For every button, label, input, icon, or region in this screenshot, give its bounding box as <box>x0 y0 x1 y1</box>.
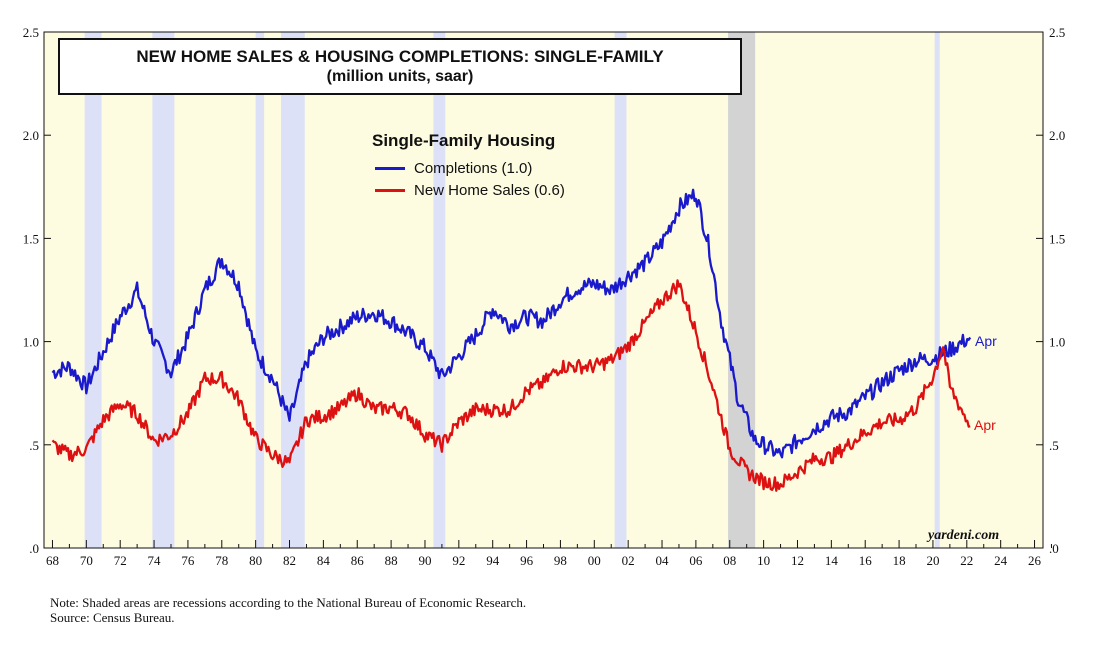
x-tick-label: 78 <box>215 553 228 568</box>
y-tick-label-left: 2.0 <box>23 128 39 143</box>
x-tick-label: 16 <box>859 553 873 568</box>
recession-bands <box>84 32 940 548</box>
legend-entry-completions: Completions (1.0) <box>375 157 565 179</box>
x-tick-label: 00 <box>588 553 601 568</box>
x-tick-label: 82 <box>283 553 296 568</box>
recession-band <box>152 32 175 548</box>
note-text: Note: Shaded areas are recessions accord… <box>50 595 527 610</box>
x-tick-label: 84 <box>317 553 331 568</box>
axes: 68 70 72 74 76 78 80 82 84 86 88 90 92 94 96 98 00 02 04 06… <box>23 25 1066 568</box>
legend-swatch-completions <box>375 166 405 170</box>
y-tick-label-right: .0 <box>1049 541 1059 556</box>
x-tick-label: 96 <box>520 553 534 568</box>
plot-frame <box>43 31 1044 549</box>
x-tick-label: 74 <box>148 553 162 568</box>
y-tick-label-left: 1.0 <box>23 335 39 350</box>
y-tick-label-right: 1.0 <box>1049 335 1065 350</box>
x-tick-label: 02 <box>622 553 635 568</box>
legend-entry-sales: New Home Sales (0.6) <box>375 179 565 201</box>
y-tick-label-right: 2.0 <box>1049 128 1065 143</box>
end-label-sales: Apr <box>974 417 996 433</box>
x-tick-label: 08 <box>723 553 736 568</box>
series-line-new-home-sales <box>51 279 971 492</box>
y-tick-label-left: .5 <box>29 438 39 453</box>
x-tick-label: 90 <box>418 553 431 568</box>
x-tick-label: 68 <box>46 553 59 568</box>
legend-title: Single-Family Housing <box>372 131 556 150</box>
y-tick-label-left: 1.5 <box>23 231 39 246</box>
x-tick-label: 24 <box>994 553 1008 568</box>
x-tick-label: 20 <box>926 553 939 568</box>
x-tick-label: 94 <box>486 553 500 568</box>
chart-subtitle: (million units, saar) <box>326 68 474 85</box>
x-tick-label: 88 <box>385 553 398 568</box>
recession-band <box>728 32 756 548</box>
series-line-completions <box>51 188 972 459</box>
x-tick-label: 76 <box>181 553 195 568</box>
x-tick-label: 86 <box>351 553 365 568</box>
source-text: Source: Census Bureau. <box>50 610 175 625</box>
recession-band <box>433 32 446 548</box>
x-tick-label: 10 <box>757 553 770 568</box>
x-tick-label: 12 <box>791 553 804 568</box>
recession-band <box>84 32 102 548</box>
y-tick-label-left: 2.5 <box>23 25 39 40</box>
x-tick-label: 26 <box>1028 553 1042 568</box>
x-tick-label: 04 <box>656 553 670 568</box>
recession-band <box>934 32 940 548</box>
legend: Single-Family Housing Completions (1.0) … <box>372 131 565 201</box>
y-tick-label-left: .0 <box>29 541 39 556</box>
x-tick-label: 06 <box>689 553 703 568</box>
x-tick-label: 92 <box>452 553 465 568</box>
series-lines <box>51 188 972 492</box>
x-tick-label: 22 <box>960 553 973 568</box>
x-tick-label: 80 <box>249 553 262 568</box>
footnote: Note: Shaded areas are recessions accord… <box>50 595 526 625</box>
recession-band <box>614 32 627 548</box>
chart-title: NEW HOME SALES & HOUSING COMPLETIONS: SI… <box>136 47 664 66</box>
x-tick-label: 18 <box>893 553 906 568</box>
chart-title-box: NEW HOME SALES & HOUSING COMPLETIONS: SI… <box>58 38 742 95</box>
watermark: yardeni.com <box>928 528 1000 543</box>
end-label-completions: Apr <box>975 333 997 349</box>
recession-band <box>281 32 305 548</box>
y-tick-label-right: 2.5 <box>1049 25 1065 40</box>
recession-band <box>255 32 265 548</box>
x-tick-label: 98 <box>554 553 567 568</box>
x-tick-label: 72 <box>114 553 127 568</box>
legend-label-sales: New Home Sales (0.6) <box>414 181 565 199</box>
y-tick-label-right: 1.5 <box>1049 231 1065 246</box>
x-tick-label: 70 <box>80 553 93 568</box>
y-tick-label-right: .5 <box>1049 438 1059 453</box>
plot-background <box>44 32 1043 548</box>
legend-swatch-sales <box>375 188 405 192</box>
x-tick-label: 14 <box>825 553 839 568</box>
legend-label-completions: Completions (1.0) <box>414 159 533 177</box>
